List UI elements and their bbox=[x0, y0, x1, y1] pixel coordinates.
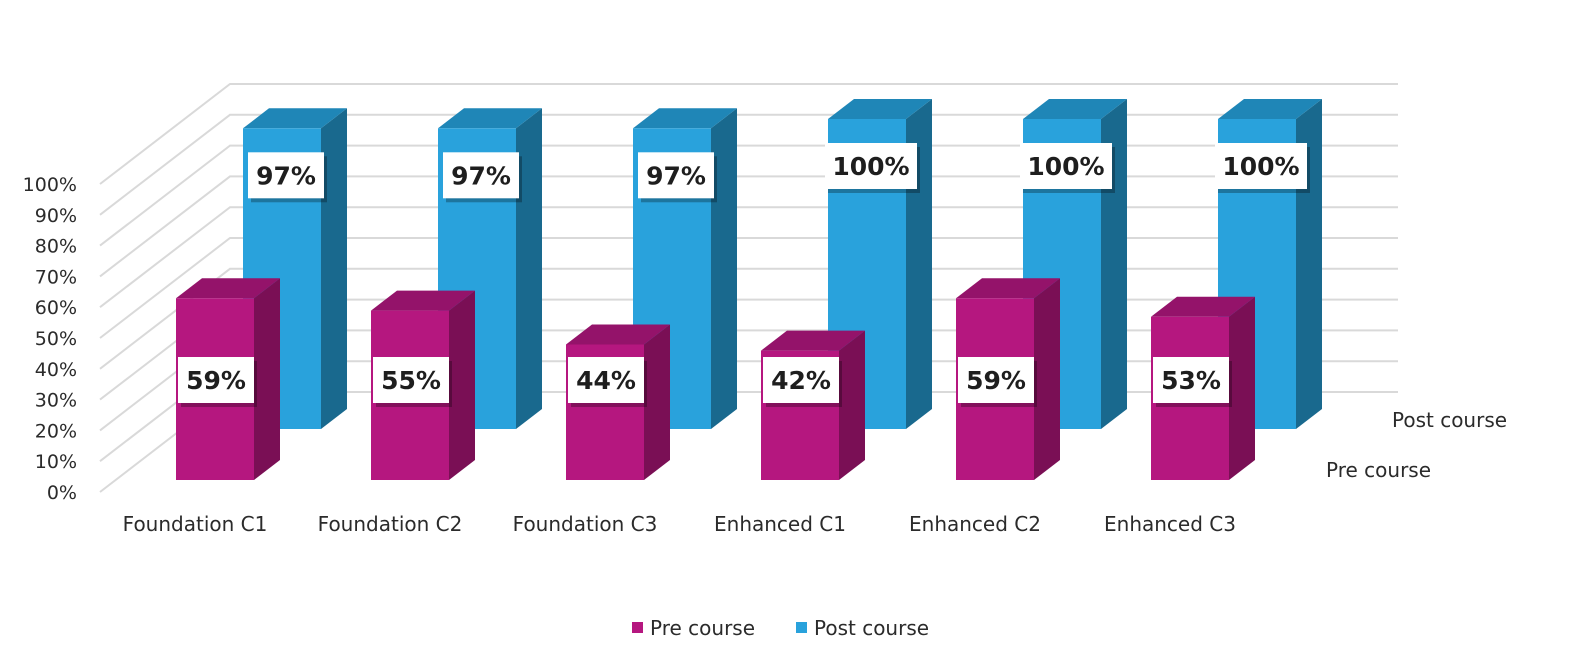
x-category-label: Enhanced C1 bbox=[714, 512, 846, 536]
data-label-text: 97% bbox=[256, 161, 316, 190]
data-label: 55% bbox=[373, 357, 452, 407]
data-label-text: 59% bbox=[966, 366, 1026, 395]
data-label: 97% bbox=[443, 152, 522, 203]
bar-top bbox=[566, 324, 670, 345]
bar-top bbox=[828, 99, 932, 119]
legend-swatch-pre bbox=[632, 622, 643, 633]
data-label: 59% bbox=[958, 357, 1037, 407]
bar-side bbox=[449, 290, 475, 480]
y-tick-label: 60% bbox=[35, 297, 77, 319]
gridline bbox=[99, 267, 1398, 370]
bar-top bbox=[1151, 296, 1255, 317]
gridline bbox=[99, 113, 1398, 216]
y-tick-label: 90% bbox=[35, 205, 77, 227]
data-label-text: 100% bbox=[1222, 152, 1299, 181]
gridline bbox=[99, 237, 1398, 339]
data-label: 97% bbox=[638, 152, 717, 203]
x-category-label: Foundation C1 bbox=[123, 512, 268, 536]
data-label-box bbox=[1215, 143, 1307, 189]
depth-label-pre: Pre course bbox=[1326, 458, 1431, 482]
bar-top bbox=[438, 108, 542, 129]
y-tick-label: 10% bbox=[35, 451, 77, 473]
data-label: 44% bbox=[568, 357, 647, 407]
y-tick-label: 0% bbox=[47, 482, 77, 504]
bar-top bbox=[1023, 99, 1127, 119]
y-tick-label: 50% bbox=[35, 328, 77, 350]
data-label-box bbox=[568, 357, 644, 403]
depth-axis-labels: Post course Pre course bbox=[1326, 408, 1507, 482]
bar-side bbox=[1229, 296, 1255, 480]
bar-top bbox=[243, 108, 347, 129]
data-label-text: 59% bbox=[186, 366, 246, 395]
data-label-box bbox=[1153, 357, 1229, 403]
data-label: 59% bbox=[178, 357, 257, 407]
legend-label-pre: Pre course bbox=[650, 616, 755, 640]
gridline bbox=[99, 175, 1398, 278]
bar-top bbox=[176, 278, 280, 299]
y-tick-label: 70% bbox=[35, 266, 77, 288]
gridline bbox=[99, 206, 1398, 308]
data-label-box bbox=[443, 152, 519, 199]
data-label: 53% bbox=[1153, 357, 1232, 407]
data-label: 100% bbox=[825, 143, 920, 193]
legend: Pre course Post course bbox=[632, 616, 929, 640]
data-label-box bbox=[825, 143, 917, 189]
gridline bbox=[99, 144, 1398, 247]
bar-top bbox=[633, 108, 737, 129]
bar-side bbox=[1034, 278, 1060, 480]
data-label-box bbox=[1020, 143, 1112, 189]
data-label-box bbox=[763, 357, 839, 403]
gridlines bbox=[99, 83, 1398, 493]
y-tick-label: 40% bbox=[35, 359, 77, 381]
data-label-text: 55% bbox=[381, 366, 441, 395]
data-label-text: 100% bbox=[1027, 152, 1104, 181]
y-tick-label: 20% bbox=[35, 420, 77, 442]
bar-side bbox=[839, 330, 865, 480]
bar-side bbox=[644, 324, 670, 480]
data-label: 42% bbox=[763, 357, 842, 407]
bar-top bbox=[1218, 99, 1322, 119]
gridline bbox=[99, 83, 1398, 185]
bar-top bbox=[761, 330, 865, 351]
bar-side bbox=[516, 108, 542, 430]
data-label-text: 97% bbox=[451, 161, 511, 190]
bar-side bbox=[254, 278, 280, 480]
x-category-label: Enhanced C3 bbox=[1104, 512, 1236, 536]
data-label: 97% bbox=[248, 152, 327, 203]
depth-label-post: Post course bbox=[1392, 408, 1507, 432]
y-tick-label: 100% bbox=[23, 174, 77, 196]
bar-side bbox=[321, 108, 347, 430]
data-label-text: 97% bbox=[646, 161, 706, 190]
data-label-text: 100% bbox=[832, 152, 909, 181]
data-label: 100% bbox=[1215, 143, 1310, 193]
data-label-box bbox=[638, 152, 714, 199]
legend-label-post: Post course bbox=[814, 616, 929, 640]
bar-top bbox=[956, 278, 1060, 299]
x-axis-categories: Foundation C1 Foundation C2 Foundation C3 E… bbox=[123, 512, 1236, 536]
legend-swatch-post bbox=[796, 622, 807, 633]
data-label-box bbox=[958, 357, 1034, 403]
pre-course-bars: 59% 55% 44% 42% 59% 53% bbox=[176, 278, 1255, 480]
bar-side bbox=[711, 108, 737, 430]
x-category-label: Foundation C3 bbox=[513, 512, 658, 536]
y-tick-label: 30% bbox=[35, 390, 77, 412]
y-axis-ticks: 0% 10% 20% 30% 40% 50% 60% 70% 80% 90% 100% bbox=[23, 174, 77, 504]
data-label-box bbox=[178, 357, 254, 403]
y-tick-label: 80% bbox=[35, 236, 77, 258]
data-label-text: 44% bbox=[576, 366, 636, 395]
x-category-label: Foundation C2 bbox=[318, 512, 463, 536]
data-label-text: 42% bbox=[771, 366, 831, 395]
data-label: 100% bbox=[1020, 143, 1115, 193]
data-label-box bbox=[373, 357, 449, 403]
data-label-text: 53% bbox=[1161, 366, 1221, 395]
data-label-box bbox=[248, 152, 324, 199]
bar-top bbox=[371, 290, 475, 311]
x-category-label: Enhanced C2 bbox=[909, 512, 1041, 536]
